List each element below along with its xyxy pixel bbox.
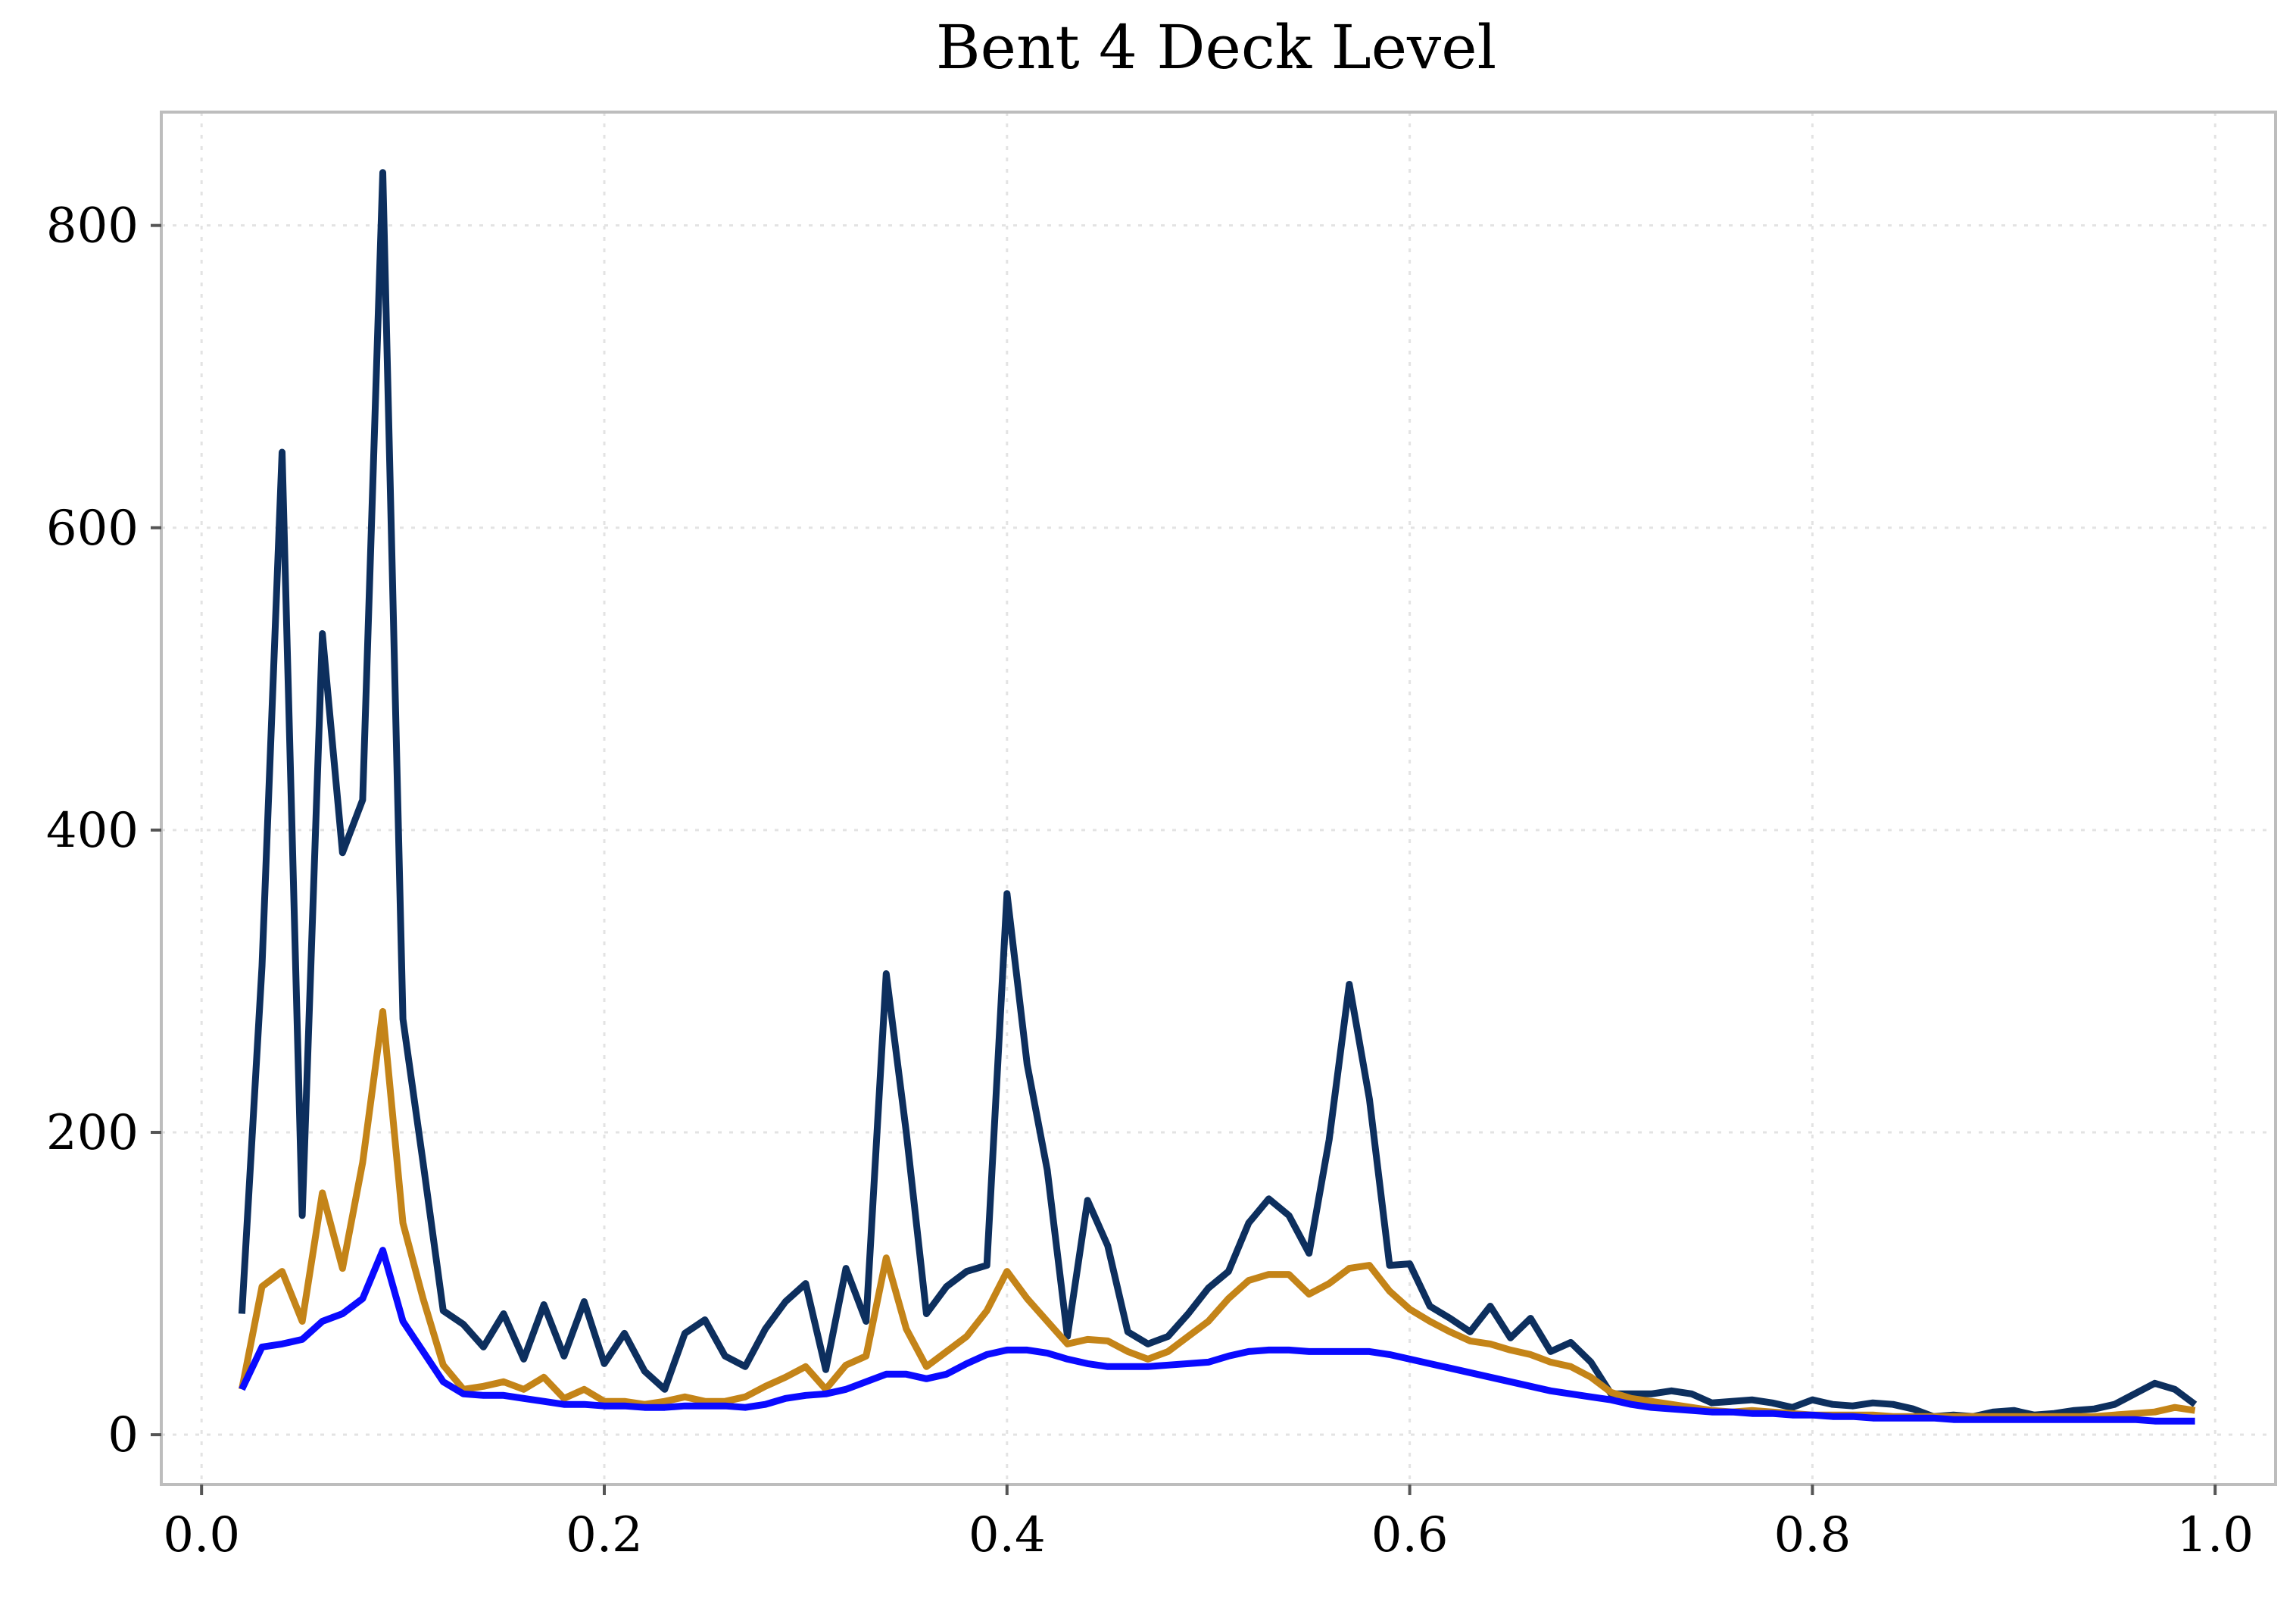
y-axis: 0 200 400 600 800 <box>46 198 161 1463</box>
series-layer <box>238 169 2198 1425</box>
x-tick-label: 0.0 <box>163 1507 240 1563</box>
series-line-3 <box>239 1247 2195 1425</box>
y-tick-label: 0 <box>108 1407 139 1463</box>
series-line-1 <box>238 169 2198 1420</box>
chart-title: Bent 4 Deck Level <box>936 12 1496 83</box>
y-tick-label: 400 <box>46 803 139 859</box>
x-tick-label: 0.6 <box>1371 1507 1449 1563</box>
x-tick-label: 0.4 <box>969 1507 1046 1563</box>
x-tick-label: 0.8 <box>1774 1507 1851 1563</box>
x-tick-label: 1.0 <box>2176 1507 2254 1563</box>
x-tick-label: 0.2 <box>566 1507 643 1563</box>
x-axis: 0.0 0.2 0.4 0.6 0.8 1.0 <box>163 1485 2254 1563</box>
y-tick-label: 200 <box>46 1105 139 1161</box>
y-tick-label: 800 <box>46 198 139 254</box>
plot-frame <box>160 111 2277 1486</box>
y-tick-label: 600 <box>46 501 139 557</box>
grid <box>161 112 2276 1485</box>
